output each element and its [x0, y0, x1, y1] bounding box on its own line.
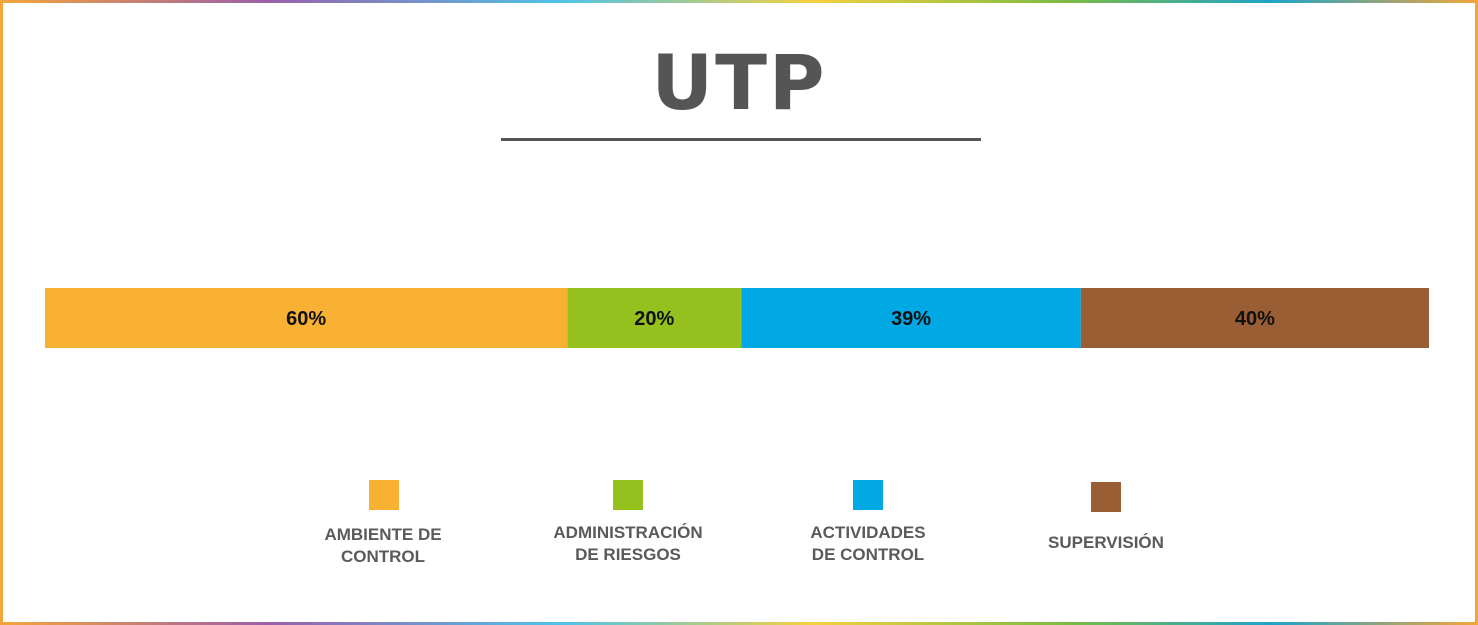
data-label-2: 20% [634, 308, 674, 330]
stacked-bar-chart: 60% 20% 39% 40% [45, 288, 1429, 348]
chart-title: UTP [651, 38, 827, 127]
legend-swatch-ambiente [369, 480, 399, 510]
legend-label-actividades: ACTIVIDADES DE CONTROL [810, 523, 926, 564]
bar-segment-3 [741, 288, 1081, 348]
bar-segment-1 [45, 288, 568, 348]
data-label-1: 60% [286, 308, 326, 330]
legend-label-supervision: SUPERVISIÓN [1048, 533, 1164, 552]
legend-swatch-administracion [613, 480, 643, 510]
legend-swatch-actividades [853, 480, 883, 510]
legend-swatch-supervision [1091, 482, 1121, 512]
data-label-3: 39% [891, 308, 931, 330]
title-underline [501, 138, 981, 141]
data-label-4: 40% [1235, 308, 1275, 330]
chart-panel: UTP 60% 20% 39% 40% AMBIENTE DE CONTROL ADM… [3, 3, 1475, 622]
bar-segment-2 [567, 288, 742, 348]
legend-label-ambiente: AMBIENTE DE CONTROL [324, 525, 442, 566]
legend-label-administracion: ADMINISTRACIÓN DE RIESGOS [553, 523, 703, 564]
bar-segment-4 [1080, 288, 1429, 348]
